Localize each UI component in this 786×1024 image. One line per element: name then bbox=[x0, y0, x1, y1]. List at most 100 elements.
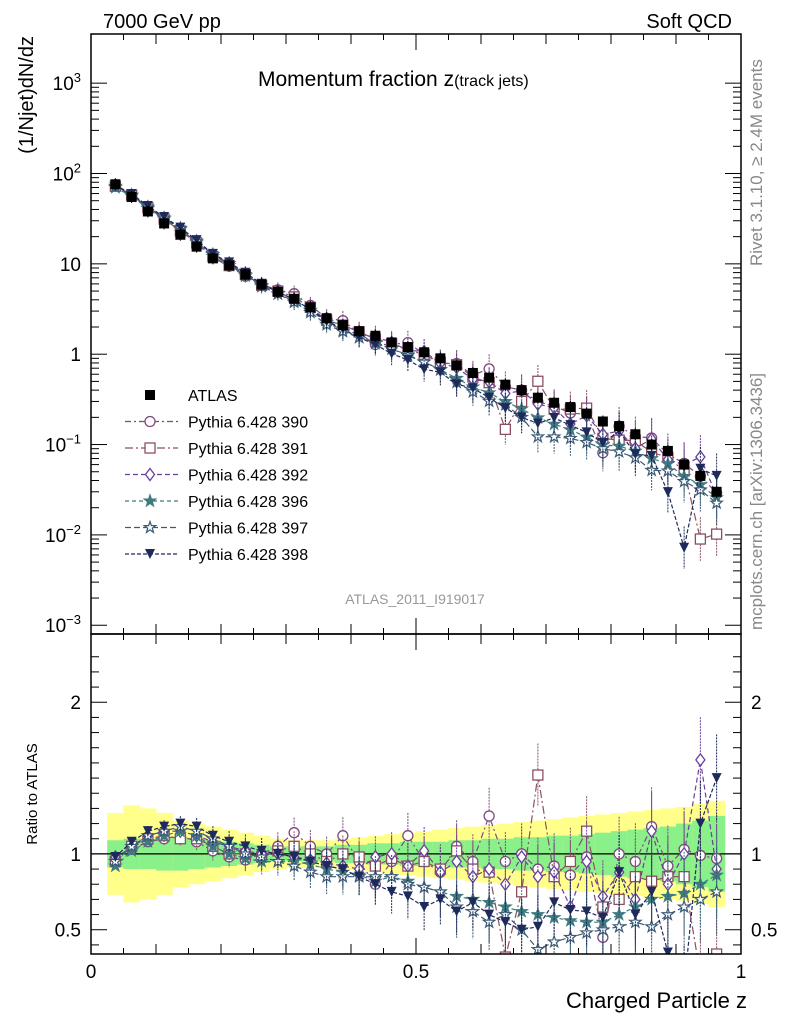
ratio-series-point bbox=[451, 854, 462, 869]
ratio-series-point bbox=[710, 948, 723, 954]
x-axis-label: Charged Particle z bbox=[566, 988, 747, 1013]
ratio-series-point bbox=[662, 947, 673, 954]
ratio-series-point bbox=[175, 818, 186, 829]
main-series-point bbox=[695, 463, 706, 474]
atlas-point bbox=[240, 269, 251, 280]
ratio-panel: 0.5 0.51 12 20 0.5 1 Ratio to ATLAS Charged P… bbox=[24, 633, 777, 1013]
ratio-series-point bbox=[516, 849, 527, 865]
ratio-series-point bbox=[451, 906, 462, 917]
ratio-series-point bbox=[499, 951, 512, 954]
legend-label: Pythia 6.428 397 bbox=[188, 521, 308, 538]
y-tick-label: 103 bbox=[53, 70, 81, 95]
atlas-point bbox=[662, 445, 673, 456]
ratio-series-point bbox=[549, 897, 560, 908]
atlas-point bbox=[305, 302, 316, 313]
main-series-point bbox=[499, 423, 512, 436]
ratio-axis-ticks: 0.5 0.51 12 20 0.5 1 bbox=[55, 634, 777, 983]
y-tick-label-exponent: −2 bbox=[66, 522, 81, 537]
main-series-point bbox=[646, 450, 657, 461]
legend-marker bbox=[142, 493, 158, 508]
atlas-point bbox=[289, 293, 300, 304]
main-series-point bbox=[709, 495, 725, 510]
ratio-series-point bbox=[354, 871, 365, 882]
ratio-series-point bbox=[286, 858, 302, 873]
ratio-series-point bbox=[140, 833, 156, 849]
main-series-point bbox=[710, 528, 723, 540]
ratio-series-point bbox=[532, 869, 544, 884]
ratio-series-point bbox=[630, 909, 641, 920]
main-series-point bbox=[611, 443, 627, 459]
main-series-point bbox=[484, 392, 495, 403]
ratio-y-tick-label-right: 2 bbox=[751, 693, 762, 714]
ratio-series-point bbox=[678, 846, 690, 861]
atlas-point bbox=[321, 313, 332, 324]
main-series-point bbox=[581, 427, 592, 438]
main-series-point bbox=[386, 348, 397, 359]
main-series-point bbox=[711, 470, 722, 481]
ratio-series-point bbox=[172, 823, 188, 838]
ratio-series-point bbox=[384, 868, 400, 883]
main-atlas-points bbox=[110, 178, 722, 498]
ratio-series-point bbox=[709, 867, 725, 882]
ratio-series-point bbox=[676, 899, 692, 914]
ratio-series-point bbox=[302, 864, 318, 879]
ratio-series-point bbox=[530, 941, 546, 954]
y-tick-label-base: 10 bbox=[53, 165, 74, 186]
main-plot-frame bbox=[90, 33, 742, 635]
atlas-point bbox=[175, 229, 186, 240]
ratio-y-tick-label-right: 0.5 bbox=[751, 921, 777, 942]
ratio-series-point bbox=[581, 854, 592, 869]
y-tick-label: 10 bbox=[60, 255, 81, 276]
atlas-point bbox=[191, 241, 202, 252]
atlas-point bbox=[695, 470, 706, 481]
main-series-point bbox=[435, 367, 446, 378]
ratio-series-point bbox=[256, 845, 267, 856]
ratio-series-point bbox=[500, 917, 511, 928]
x-tick-label: 0 bbox=[86, 962, 97, 983]
ratio-y-tick-label-right: 1 bbox=[751, 845, 762, 866]
atlas-point bbox=[435, 353, 446, 364]
atlas-point bbox=[370, 330, 381, 341]
main-series-point bbox=[662, 487, 673, 498]
ratio-series-point bbox=[581, 906, 592, 917]
legend-marker bbox=[144, 442, 156, 454]
ratio-series-point bbox=[692, 876, 708, 891]
ratio-series-point bbox=[224, 836, 235, 847]
ratio-series-point bbox=[564, 855, 577, 868]
ratio-series-point bbox=[402, 891, 413, 902]
main-series-point bbox=[530, 428, 546, 444]
atlas-point bbox=[597, 416, 608, 427]
atlas-point bbox=[467, 367, 478, 378]
ratio-y-tick-label: 2 bbox=[70, 693, 81, 714]
ratio-series-line bbox=[115, 759, 718, 909]
ratio-series-point bbox=[207, 830, 218, 841]
atlas-point bbox=[516, 385, 527, 396]
main-series-point bbox=[500, 403, 511, 414]
ratio-series-point bbox=[483, 810, 495, 822]
ratio-series-point bbox=[579, 914, 595, 929]
main-series-point bbox=[451, 379, 462, 390]
ratio-series bbox=[107, 717, 725, 980]
main-series-point bbox=[549, 412, 560, 423]
legend-label: Pythia 6.428 391 bbox=[188, 441, 308, 458]
ratio-series-point bbox=[386, 886, 397, 897]
legend-marker-atlas bbox=[145, 390, 155, 400]
ratio-series-point bbox=[142, 826, 153, 837]
legend-marker bbox=[142, 519, 158, 534]
main-series-point bbox=[546, 428, 562, 444]
atlas-point bbox=[142, 206, 153, 217]
ratio-series-point bbox=[516, 924, 527, 935]
main-series-point bbox=[694, 533, 707, 545]
ratio-series-point bbox=[514, 903, 530, 918]
atlas-point bbox=[549, 397, 560, 408]
legend-label: Pythia 6.428 390 bbox=[188, 415, 308, 432]
y-tick-label-base: 10 bbox=[53, 74, 74, 95]
ratio-series-point bbox=[402, 830, 414, 842]
ratio-y-label: Ratio to ATLAS bbox=[24, 743, 41, 844]
ratio-series-point bbox=[695, 970, 705, 980]
legend-label-atlas: ATLAS bbox=[188, 388, 238, 405]
atlas-point bbox=[386, 337, 397, 348]
atlas-point bbox=[159, 218, 170, 229]
ratio-series-point bbox=[532, 921, 543, 932]
ratio-series-point bbox=[692, 891, 708, 906]
